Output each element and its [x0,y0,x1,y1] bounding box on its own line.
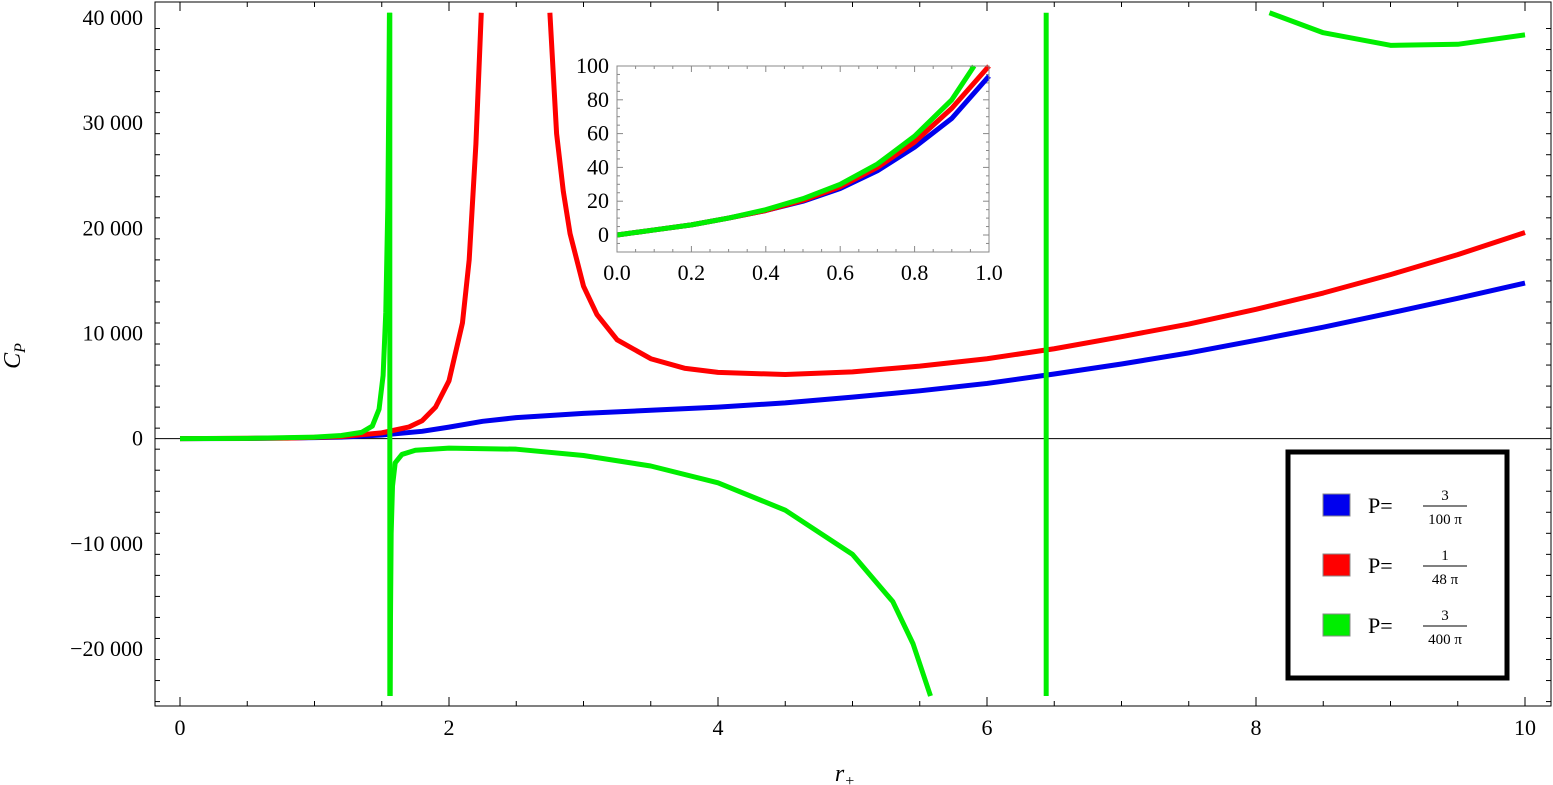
inset-series-line [616,64,977,238]
series-line [1268,10,1526,48]
series-line [547,12,1526,378]
legend-numerator: 3 [1441,488,1449,504]
inset-y-tick-label: 100 [576,53,609,78]
inset-x-tick-label: 0.2 [678,260,706,285]
y-axis-label: CP [0,343,29,369]
legend-denominator: 48 π [1432,572,1459,588]
series-line [387,445,933,697]
legend-label: P= [1368,613,1393,638]
y-tick-label: 30 000 [83,110,144,135]
inset-frame [616,65,990,253]
x-axis-label: r+ [835,761,855,785]
x-tick-label: 0 [175,715,186,740]
x-tick-label: 10 [1514,715,1536,740]
inset-y-tick-label: 60 [587,121,609,146]
y-tick-label: 40 000 [83,5,144,30]
legend: P= 3 100 π P= 1 48 π P= 3 400 π [1285,449,1510,681]
inset-x-tick-label: 0.0 [603,260,631,285]
y-tick-label: 10 000 [83,321,144,346]
inset-x-tick-label: 1.0 [975,260,1003,285]
inset-y-tick-label: 40 [587,154,609,179]
inset-x-tick-label: 0.6 [826,260,854,285]
y-tick-label: −10 000 [70,531,143,556]
legend-numerator: 1 [1441,548,1449,564]
y-tick-label: 0 [132,426,143,451]
legend-label: P= [1368,553,1393,578]
x-tick-label: 4 [713,715,724,740]
inset-y-tick-label: 20 [587,188,609,213]
legend-box [1285,449,1510,681]
legend-swatch [1322,613,1351,637]
inset-x-tick-label: 0.8 [901,260,929,285]
inset-x-tick-label: 0.4 [752,260,780,285]
inset-y-tick-label: 80 [587,87,609,112]
inset-y-tick-label: 0 [598,222,609,247]
legend-denominator: 400 π [1428,632,1462,648]
legend-label: P= [1368,493,1393,518]
x-tick-label: 2 [444,715,455,740]
x-tick-label: 8 [1251,715,1262,740]
legend-numerator: 3 [1441,608,1449,624]
series-line [179,12,484,442]
x-tick-label: 6 [982,715,993,740]
series-line [179,12,392,442]
legend-swatch [1322,553,1351,577]
y-tick-label: 20 000 [83,215,144,240]
inset-background [617,66,989,252]
y-tick-label: −20 000 [70,636,143,661]
legend-swatch [1322,493,1351,517]
legend-denominator: 100 π [1428,512,1462,528]
